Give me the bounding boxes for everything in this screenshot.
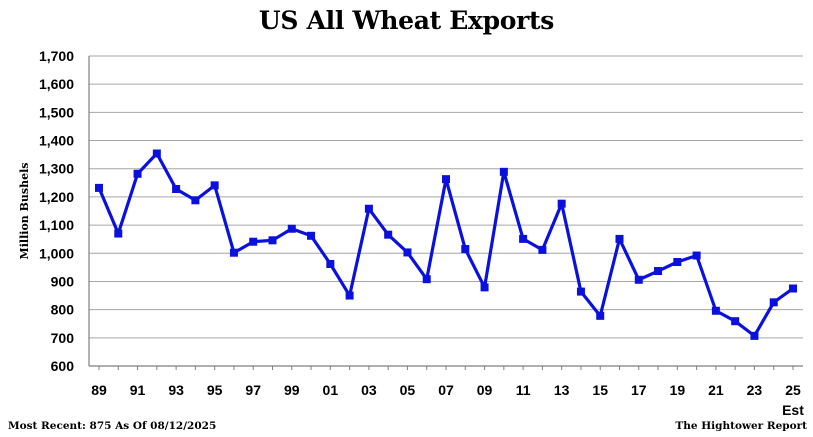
x-tick-label: 23 [747,382,763,398]
data-point [461,245,470,254]
source-credit: The Hightower Report [675,420,807,432]
y-tick-label: 700 [51,330,75,346]
data-point [538,245,547,254]
y-axis-title: Million Bushels [18,163,31,260]
y-tick-label: 1,200 [39,189,74,205]
data-point [692,251,701,260]
x-tick-label: 03 [361,382,377,398]
data-point [95,183,103,192]
x-tick-label: 19 [670,382,686,398]
data-point [789,284,797,293]
data-point [287,224,296,233]
x-tick-label: 99 [284,382,300,398]
data-point [480,283,489,292]
data-point [422,275,431,284]
y-tick-label: 1,500 [39,104,74,120]
y-tick-label: 900 [51,273,75,289]
data-point [326,259,335,268]
data-point [210,181,219,190]
y-tick-label: 1,700 [39,48,74,64]
x-tick-label: 93 [168,382,184,398]
data-point [268,236,277,245]
data-point [442,175,450,184]
data-point [673,258,682,267]
data-point [634,275,643,284]
data-point [364,204,373,213]
data-point [249,237,258,246]
x-tick-label: 91 [130,382,146,398]
data-point [615,234,624,243]
data-point [345,291,354,300]
chart-title: US All Wheat Exports [258,6,555,35]
x-tick-label: 25 [785,382,801,398]
x-tick-label: 15 [592,382,608,398]
x-tick-label: 05 [400,382,416,398]
y-tick-label: 800 [51,302,75,318]
data-point [229,248,238,257]
data-point [731,317,740,326]
data-point [114,229,123,238]
x-tick-label: 89 [91,382,107,398]
data-point [576,287,585,296]
y-tick-label: 1,000 [39,245,74,261]
data-point [152,149,161,158]
data-point [172,185,181,194]
data-point [750,331,759,340]
data-point [596,311,605,320]
data-point [557,199,566,208]
y-tick-label: 1,600 [39,76,74,92]
data-point [384,230,393,239]
data-point [133,169,142,178]
y-tick-label: 1,400 [39,133,74,149]
x-tick-label: 01 [323,382,339,398]
x-tick-label: 11 [516,382,531,398]
data-point [654,267,663,276]
data-point [769,298,778,307]
data-point [191,196,200,205]
x-tick-label-est: Est [782,402,804,418]
y-tick-label: 1,100 [39,217,74,233]
y-tick-label: 600 [51,358,75,374]
x-tick-label: 95 [207,382,223,398]
most-recent-note: Most Recent: 875 As Of 08/12/2025 [8,420,217,432]
data-point [307,231,316,240]
data-point [519,234,528,243]
data-point [711,306,720,315]
x-tick-label: 21 [708,382,724,398]
y-tick-label: 1,300 [39,161,74,177]
x-tick-label: 97 [245,382,261,398]
data-point [499,167,508,176]
x-tick-label: 07 [438,382,454,398]
x-tick-label: 13 [554,382,570,398]
x-tick-label: 17 [631,382,647,398]
data-point [403,248,412,257]
x-tick-label: 09 [477,382,493,398]
